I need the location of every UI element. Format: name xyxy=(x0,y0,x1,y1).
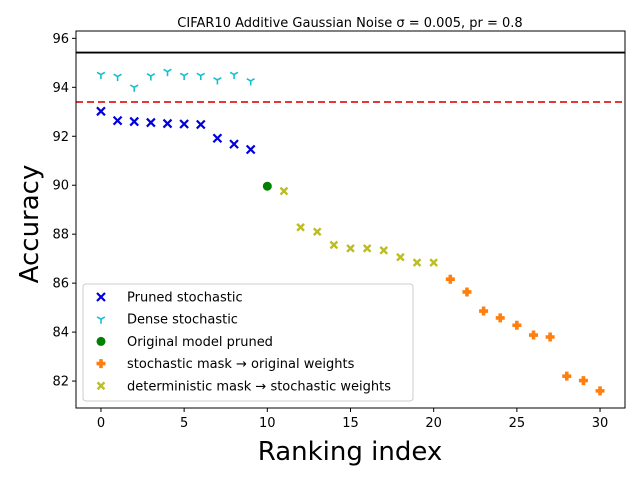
point-s2-9 xyxy=(229,71,239,80)
point-s2-1 xyxy=(96,71,106,80)
legend-label-5: deterministic mask → stochastic weights xyxy=(127,379,391,394)
point-s5-8 xyxy=(396,252,405,262)
chart-title: CIFAR10 Additive Gaussian Noise σ = 0.00… xyxy=(177,16,522,31)
point-s4-5 xyxy=(512,320,522,330)
point-s4-6 xyxy=(529,330,538,340)
point-s2-4 xyxy=(146,73,156,81)
point-s5-1 xyxy=(279,186,289,196)
point-s5-5 xyxy=(346,244,355,253)
x-tick-label-3: 10 xyxy=(259,416,276,431)
point-s5-9 xyxy=(412,258,422,267)
legend-label-1: Pruned stochastic xyxy=(127,291,243,306)
point-s4-2 xyxy=(462,287,472,297)
legend-label-3: Original model pruned xyxy=(127,335,273,350)
point-s5-10 xyxy=(429,258,438,267)
legend-label-4: stochastic mask → original weights xyxy=(127,357,355,372)
point-s4-3 xyxy=(479,306,489,316)
point-s4-8 xyxy=(562,371,572,381)
point-s2-7 xyxy=(196,72,206,81)
x-axis-title: Ranking index xyxy=(258,437,443,467)
y-tick-label-7: 94 xyxy=(52,81,69,96)
point-s5-6 xyxy=(362,244,372,253)
point-s1-9 xyxy=(229,139,239,149)
point-s5-4 xyxy=(329,240,339,250)
point-s2-6 xyxy=(179,72,189,81)
x-tick-label-2: 5 xyxy=(180,416,188,431)
point-s5-2 xyxy=(296,223,305,232)
y-axis-title: Accuracy xyxy=(15,165,45,284)
x-tick-label-7: 30 xyxy=(592,416,609,431)
point-s1-3 xyxy=(129,116,140,127)
x-tick-label-5: 20 xyxy=(425,416,442,431)
x-tick-label-6: 25 xyxy=(509,416,526,431)
legend-marker-1 xyxy=(96,292,106,302)
point-s2-5 xyxy=(163,68,172,77)
point-s2-8 xyxy=(213,76,222,85)
point-s1-2 xyxy=(112,115,123,126)
point-s5-3 xyxy=(312,227,322,237)
point-s1-1 xyxy=(96,106,106,117)
x-tick-label-4: 15 xyxy=(342,416,359,431)
point-s1-8 xyxy=(212,133,223,144)
point-s1-6 xyxy=(179,119,189,129)
point-s4-4 xyxy=(495,313,505,323)
legend-box xyxy=(82,283,414,402)
point-s1-5 xyxy=(162,118,173,129)
point-s4-10 xyxy=(595,386,605,396)
point-s4-7 xyxy=(545,332,555,342)
y-tick-label-8: 96 xyxy=(52,32,69,47)
legend: Pruned stochastic Dense stochastic Origina… xyxy=(82,283,414,402)
legend-label-2: Dense stochastic xyxy=(127,313,238,328)
point-s1-4 xyxy=(146,117,156,128)
legend-marker-4 xyxy=(96,359,106,369)
point-s1-10 xyxy=(245,144,256,155)
legend-marker-2 xyxy=(96,316,106,324)
point-s4-9 xyxy=(578,376,588,386)
point-s2-3 xyxy=(129,84,139,92)
x-tick-label-1: 0 xyxy=(97,416,105,431)
y-tick-label-4: 88 xyxy=(52,228,69,243)
point-s3-1 xyxy=(262,181,272,191)
y-tick-label-5: 90 xyxy=(52,179,69,194)
plot-area: 0 5 10 15 20 25 30 82 84 86 88 90 92 94 96 xyxy=(52,30,626,431)
point-s2-2 xyxy=(113,73,122,82)
y-tick-label-1: 82 xyxy=(52,375,69,390)
legend-marker-3 xyxy=(96,336,106,346)
point-s4-1 xyxy=(445,274,455,284)
legend-marker-5 xyxy=(96,381,106,391)
point-s1-7 xyxy=(195,119,206,130)
y-tick-label-2: 84 xyxy=(52,326,69,341)
y-tick-label-6: 92 xyxy=(52,130,69,145)
y-tick-label-3: 86 xyxy=(52,277,69,292)
point-s5-7 xyxy=(379,246,389,255)
point-s2-10 xyxy=(246,77,255,86)
